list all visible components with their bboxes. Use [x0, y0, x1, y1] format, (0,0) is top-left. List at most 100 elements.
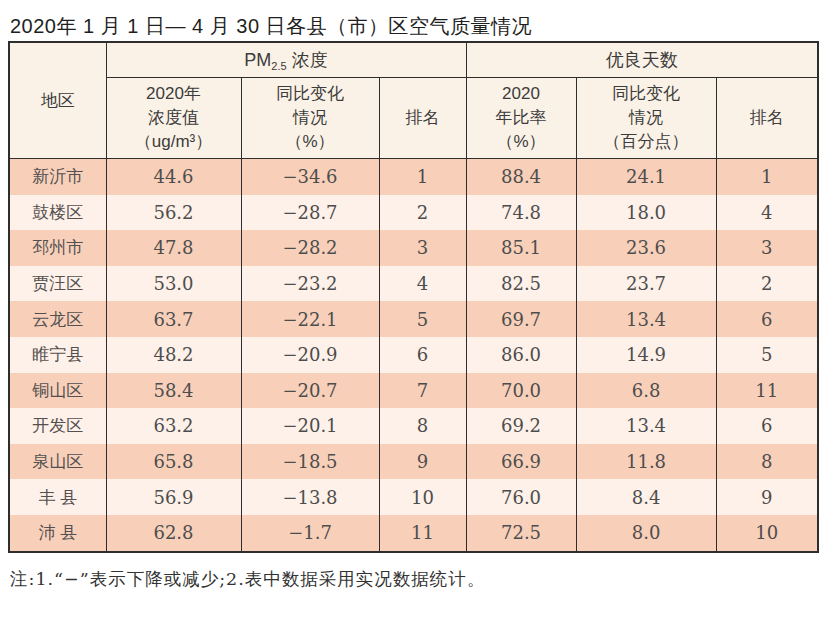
cell-days-change: 8.0 — [576, 515, 716, 552]
table-row: 贾汪区 53.0 −23.2 4 82.5 23.7 2 — [9, 266, 818, 302]
table-footnote: 注:1.“−”表示下降或减少;2.表中数据采用实况数据统计。 — [8, 553, 817, 591]
table-row: 泉山区 65.8 −18.5 9 66.9 11.8 8 — [9, 444, 818, 480]
table-row: 沛 县 62.8 −1.7 11 72.5 8.0 10 — [9, 515, 818, 552]
cell-pm-rank: 8 — [379, 408, 466, 444]
cell-region: 睢宁县 — [9, 337, 106, 373]
cell-pm-rank: 7 — [379, 373, 466, 409]
cell-days-rank: 9 — [716, 479, 818, 515]
cell-days-change: 23.7 — [576, 266, 716, 302]
pm-label-prefix: PM — [244, 50, 271, 70]
cell-days-change: 13.4 — [576, 301, 716, 337]
cell-pm-change: −20.7 — [241, 373, 379, 409]
cell-pm-value: 47.8 — [106, 230, 241, 266]
cell-pm-value: 48.2 — [106, 337, 241, 373]
cell-pm-rank: 1 — [379, 159, 466, 195]
pm-label-suffix: 浓度 — [287, 50, 328, 70]
cell-days-ratio: 69.2 — [466, 408, 576, 444]
table-row: 丰 县 56.9 −13.8 10 76.0 8.4 9 — [9, 479, 818, 515]
col-header-pm-rank: 排名 — [379, 78, 466, 159]
cell-pm-change: −20.9 — [241, 337, 379, 373]
table-row: 开发区 63.2 −20.1 8 69.2 13.4 6 — [9, 408, 818, 444]
table-row: 铜山区 58.4 −20.7 7 70.0 6.8 11 — [9, 373, 818, 409]
cell-pm-rank: 2 — [379, 195, 466, 231]
cell-days-rank: 6 — [716, 301, 818, 337]
cell-pm-change: −1.7 — [241, 515, 379, 552]
cell-pm-change: −28.7 — [241, 195, 379, 231]
cell-days-rank: 8 — [716, 444, 818, 480]
cell-days-change: 24.1 — [576, 159, 716, 195]
cell-pm-value: 63.7 — [106, 301, 241, 337]
cell-pm-change: −28.2 — [241, 230, 379, 266]
cell-region: 铜山区 — [9, 373, 106, 409]
col-header-days-change: 同比变化 情况 （百分点） — [576, 78, 716, 159]
cell-days-change: 8.4 — [576, 479, 716, 515]
cell-region: 贾汪区 — [9, 266, 106, 302]
cell-days-ratio: 69.7 — [466, 301, 576, 337]
cell-days-rank: 1 — [716, 159, 818, 195]
cell-days-ratio: 66.9 — [466, 444, 576, 480]
cell-days-change: 18.0 — [576, 195, 716, 231]
cell-region: 新沂市 — [9, 159, 106, 195]
cell-days-ratio: 88.4 — [466, 159, 576, 195]
table-header: 地区 PM2.5 浓度 优良天数 2020年 浓度值 （ug/m³） 同比变化 … — [9, 42, 818, 159]
col-header-region: 地区 — [9, 42, 106, 159]
cell-pm-rank: 5 — [379, 301, 466, 337]
cell-pm-value: 56.9 — [106, 479, 241, 515]
cell-region: 云龙区 — [9, 301, 106, 337]
col-header-pm-change: 同比变化 情况 （%） — [241, 78, 379, 159]
page-title: 2020年 1 月 1 日— 4 月 30 日各县（市）区空气质量情况 — [8, 0, 817, 41]
cell-days-change: 23.6 — [576, 230, 716, 266]
cell-region: 丰 县 — [9, 479, 106, 515]
cell-days-ratio: 72.5 — [466, 515, 576, 552]
cell-region: 沛 县 — [9, 515, 106, 552]
cell-region: 鼓楼区 — [9, 195, 106, 231]
table-row: 睢宁县 48.2 −20.9 6 86.0 14.9 5 — [9, 337, 818, 373]
table-row: 新沂市 44.6 −34.6 1 88.4 24.1 1 — [9, 159, 818, 195]
col-header-pm-value: 2020年 浓度值 （ug/m³） — [106, 78, 241, 159]
table-body: 新沂市 44.6 −34.6 1 88.4 24.1 1 鼓楼区 56.2 −2… — [9, 159, 818, 552]
cell-pm-rank: 3 — [379, 230, 466, 266]
cell-pm-value: 62.8 — [106, 515, 241, 552]
cell-pm-rank: 10 — [379, 479, 466, 515]
cell-pm-value: 44.6 — [106, 159, 241, 195]
table-row: 云龙区 63.7 −22.1 5 69.7 13.4 6 — [9, 301, 818, 337]
cell-pm-change: −18.5 — [241, 444, 379, 480]
cell-days-change: 13.4 — [576, 408, 716, 444]
cell-region: 泉山区 — [9, 444, 106, 480]
cell-pm-change: −34.6 — [241, 159, 379, 195]
cell-region: 邳州市 — [9, 230, 106, 266]
cell-pm-change: −20.1 — [241, 408, 379, 444]
cell-days-ratio: 82.5 — [466, 266, 576, 302]
cell-days-rank: 5 — [716, 337, 818, 373]
cell-days-ratio: 85.1 — [466, 230, 576, 266]
cell-pm-rank: 9 — [379, 444, 466, 480]
cell-days-rank: 6 — [716, 408, 818, 444]
cell-region: 开发区 — [9, 408, 106, 444]
cell-days-ratio: 76.0 — [466, 479, 576, 515]
cell-pm-change: −13.8 — [241, 479, 379, 515]
cell-pm-rank: 4 — [379, 266, 466, 302]
cell-pm-value: 63.2 — [106, 408, 241, 444]
cell-pm-value: 56.2 — [106, 195, 241, 231]
cell-pm-rank: 6 — [379, 337, 466, 373]
cell-pm-value: 58.4 — [106, 373, 241, 409]
col-header-days-rank: 排名 — [716, 78, 818, 159]
cell-days-change: 6.8 — [576, 373, 716, 409]
cell-pm-value: 53.0 — [106, 266, 241, 302]
cell-days-rank: 11 — [716, 373, 818, 409]
cell-days-rank: 3 — [716, 230, 818, 266]
cell-days-rank: 10 — [716, 515, 818, 552]
col-group-pm25: PM2.5 浓度 — [106, 42, 466, 78]
table-row: 鼓楼区 56.2 −28.7 2 74.8 18.0 4 — [9, 195, 818, 231]
cell-days-ratio: 74.8 — [466, 195, 576, 231]
cell-pm-rank: 11 — [379, 515, 466, 552]
cell-days-change: 14.9 — [576, 337, 716, 373]
cell-days-change: 11.8 — [576, 444, 716, 480]
air-quality-table: 地区 PM2.5 浓度 优良天数 2020年 浓度值 （ug/m³） 同比变化 … — [8, 41, 819, 553]
cell-pm-change: −22.1 — [241, 301, 379, 337]
page: 2020年 1 月 1 日— 4 月 30 日各县（市）区空气质量情况 地区 P… — [0, 0, 825, 620]
cell-days-rank: 2 — [716, 266, 818, 302]
col-header-days-ratio: 2020 年比率 （%） — [466, 78, 576, 159]
cell-pm-value: 65.8 — [106, 444, 241, 480]
cell-days-ratio: 70.0 — [466, 373, 576, 409]
